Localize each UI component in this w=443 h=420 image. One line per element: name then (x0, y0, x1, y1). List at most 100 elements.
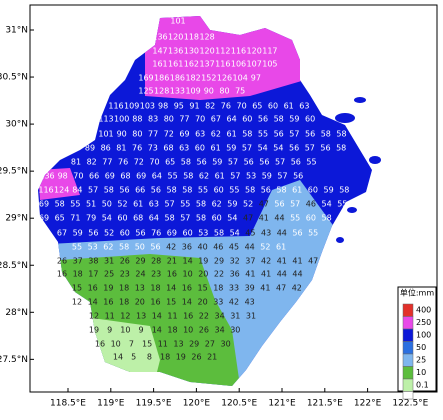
grid-value: 59 (73, 229, 83, 238)
grid-value: 76 (132, 144, 142, 153)
grid-value: 101 (170, 17, 185, 26)
grid-value: 42 (292, 284, 302, 293)
grid-value: 56 (305, 130, 315, 139)
grid-value: 25 (104, 270, 114, 279)
grid-value: 36 (182, 243, 192, 252)
grid-value: 20 (135, 298, 145, 307)
legend-label: 25 (416, 356, 426, 365)
grid-value: 9 (139, 326, 144, 335)
grid-value: 58 (336, 130, 346, 139)
legend-label: 50 (416, 343, 426, 352)
grid-value: 116 (38, 186, 53, 195)
grid-value: 47 (243, 214, 253, 223)
grid-value: 80 (132, 130, 142, 139)
grid-value: 39 (245, 284, 255, 293)
grid-value: 14 (183, 257, 193, 266)
grid-value: 56 (289, 144, 299, 153)
y-tick-label: 31°N (5, 26, 28, 36)
grid-value: 55 (198, 186, 208, 195)
grid-value: 61 (227, 130, 237, 139)
grid-value: 95 (174, 102, 184, 111)
islands (335, 97, 381, 243)
grid-value: 112 (215, 47, 230, 56)
grid-value: 147 (152, 47, 167, 56)
grid-value: 16 (183, 312, 193, 321)
grid-value: 72 (134, 158, 144, 167)
grid-value: 72 (164, 130, 174, 139)
y-tick-label: 29°N (5, 214, 28, 224)
grid-value: 62 (212, 200, 222, 209)
grid-value: 186 (154, 74, 169, 83)
grid-value: 73 (148, 144, 158, 153)
x-tick-label: 119°E (97, 399, 125, 409)
grid-value: 19 (103, 284, 113, 293)
grid-value: 41 (259, 214, 269, 223)
grid-value: 55 (258, 130, 268, 139)
grid-value: 16 (57, 270, 67, 279)
grid-value: 56 (274, 200, 284, 209)
grid-value: 83 (148, 115, 158, 124)
grid-value: 16 (88, 284, 98, 293)
grid-value: 65 (165, 158, 175, 167)
grid-value: 104 (233, 74, 248, 83)
grid-value: 60 (242, 115, 252, 124)
grid-value: 56 (320, 144, 330, 153)
grid-value: 58 (242, 130, 252, 139)
grid-value: 10 (111, 340, 121, 349)
grid-value: 90 (117, 130, 127, 139)
grid-value: 68 (133, 214, 143, 223)
grid-value: 65 (252, 102, 262, 111)
grid-value: 18 (160, 353, 170, 362)
grid-value: 57 (165, 200, 175, 209)
grid-value: 61 (211, 144, 221, 153)
grid-value: 37 (245, 257, 255, 266)
grid-value: 109 (124, 102, 139, 111)
grid-value: 60 (308, 186, 318, 195)
x-tick-label: 119.5°E (136, 399, 172, 409)
grid-value: 61 (292, 186, 302, 195)
grid-value: 57 (305, 144, 315, 153)
grid-value: 58 (353, 200, 363, 209)
grid-value: 58 (181, 158, 191, 167)
grid-value: 105 (262, 60, 277, 69)
grid-value: 55 (337, 200, 347, 209)
grid-value: 60 (214, 186, 224, 195)
grid-value: 43 (245, 298, 255, 307)
grid-value: 56 (88, 229, 98, 238)
grid-value: 77 (148, 130, 158, 139)
grid-value: 41 (260, 284, 270, 293)
grid-value: 31 (246, 312, 256, 321)
grid-value: 5 (131, 353, 136, 362)
grid-value: 88 (132, 115, 142, 124)
grid-value: 19 (89, 326, 99, 335)
grid-value: 52 (260, 243, 270, 252)
grid-value: 58 (322, 214, 332, 223)
grid-value: 61 (133, 200, 143, 209)
grid-value: 64 (152, 172, 162, 181)
grid-value: 13 (136, 312, 146, 321)
grid-value: 42 (261, 257, 271, 266)
grid-value: 80 (219, 87, 229, 96)
x-tick-label: 120°E (183, 399, 211, 409)
grid-value: 47 (259, 200, 269, 209)
grid-value: 41 (261, 270, 271, 279)
grid-value: 58 (165, 214, 175, 223)
grid-value: 58 (167, 186, 177, 195)
grid-value: 18 (73, 270, 83, 279)
legend-swatch (402, 328, 414, 342)
grid-value: 31 (230, 312, 240, 321)
grid-value: 58 (183, 172, 193, 181)
grid-value: 18 (119, 298, 129, 307)
grid-value: 109 (185, 87, 200, 96)
grid-value: 54 (227, 214, 237, 223)
grid-value: 61 (276, 243, 286, 252)
grid-value: 60 (183, 229, 193, 238)
grid-value: 120 (199, 47, 214, 56)
grid-value: 58 (339, 186, 349, 195)
grid-value: 33 (229, 284, 239, 293)
legend-swatch (402, 303, 414, 317)
grid-value: 68 (163, 144, 173, 153)
grid-value: 58 (196, 200, 206, 209)
grid-value: 120 (168, 33, 183, 42)
grid-value: 41 (245, 270, 255, 279)
